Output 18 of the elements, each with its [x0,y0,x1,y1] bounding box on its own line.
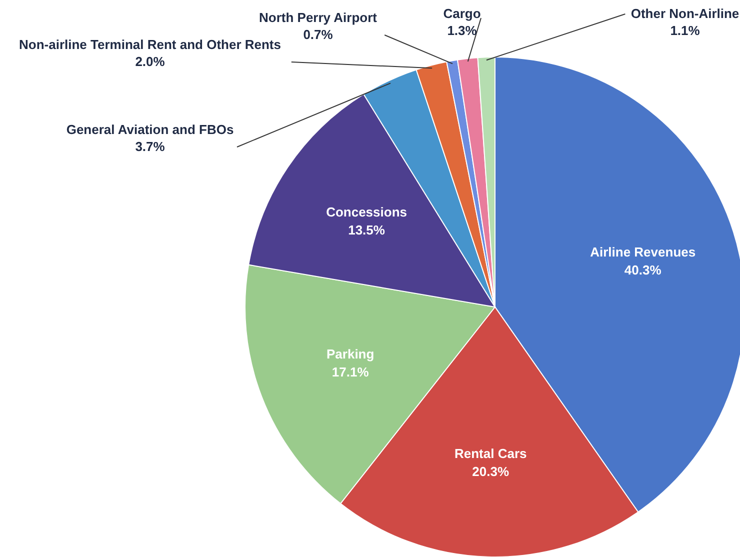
data-label: 3.7% [135,139,166,154]
slice-label: Concessions [326,204,407,220]
data-label: 17.1% [332,364,370,380]
data-label: 0.7% [303,27,334,42]
slice-label: General Aviation and FBOs [66,122,234,137]
data-label: 1.1% [670,23,700,38]
slice-label: North Perry Airport [259,10,378,25]
data-label: 13.5% [348,222,386,238]
slice-label: Airline Revenues [590,244,696,260]
data-label: 2.0% [135,54,166,69]
slice-label: Other Non-Airline [630,6,740,21]
data-label: 1.3% [447,23,478,38]
slice-label: Cargo [443,6,481,21]
slice-label: Rental Cars [454,446,527,461]
data-label: 40.3% [624,262,662,278]
slice-label: Parking [326,346,374,362]
data-label: 20.3% [472,464,510,479]
slice-label: Non-airline Terminal Rent and Other Rents [19,37,281,52]
